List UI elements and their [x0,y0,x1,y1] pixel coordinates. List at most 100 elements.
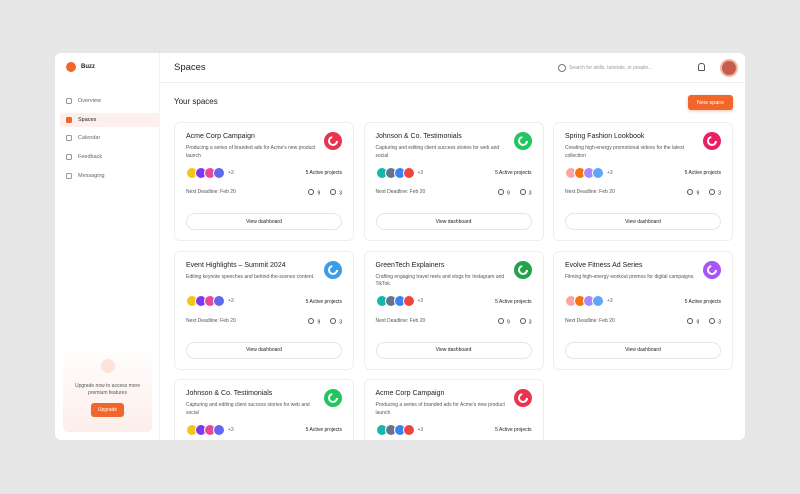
view-dashboard-button[interactable]: View dashboard [186,341,342,359]
avatar-extra: +3 [417,298,424,304]
card-title: Johnson & Co. Testimonials [186,390,273,397]
upgrade-box: Upgrade now to access more premium featu… [63,345,152,432]
logo [66,62,76,72]
new-space-button[interactable]: New space [688,95,733,110]
icon-bg [703,260,721,279]
sidebar: Buzz Overview Spaces Calendar Feedback Messa… [55,53,160,440]
brand: Buzz [66,62,95,72]
card-title: Johnson & Co. Testimonials [375,133,462,140]
card-title: Spring Fashion Lookbook [565,133,645,140]
nav-icon [66,154,72,161]
view-dashboard-button[interactable]: View dashboard [375,341,532,359]
icon-bg [324,389,342,407]
nav-label: Overview [78,98,101,104]
links-count: 3 [709,189,721,197]
nav-item[interactable]: Spaces [60,112,160,127]
notifications[interactable] [698,63,705,71]
card-icon [513,132,532,150]
space-card: Johnson & Co. Testimonials Capturing and … [363,122,544,241]
active-projects: 5 Active projects [305,427,342,433]
view-dashboard-button[interactable]: View dashboard [565,213,721,230]
space-card: Johnson & Co. Testimonials Capturing and … [174,379,354,440]
nav-item[interactable]: Overview [60,94,160,108]
brand-name: Buzz [81,64,95,70]
header: Spaces Search for skills, tutorials, or … [160,53,745,83]
active-projects: 5 Active projects [305,170,342,176]
comments-count: 9 [498,189,510,197]
search-box[interactable]: Search for skills, tutorials, or people.… [555,60,685,76]
nav-label: Messaging [78,172,105,179]
avatar-extra: +3 [607,298,613,304]
icon-glyph [328,264,338,275]
upgrade-button[interactable]: Upgrade [90,403,125,417]
avatar-extra: +3 [607,169,613,176]
icon-glyph [328,393,338,403]
links-count: 3 [330,318,342,325]
icon-glyph [517,393,528,403]
nav-item[interactable]: Feedback [60,150,160,164]
avatar-extra: +3 [228,298,234,304]
card-description: Filming high-energy workout promos for d… [565,273,695,280]
avatar-extra: +3 [228,169,234,176]
avatars: +3 [186,166,234,179]
avatars: +3 [375,423,423,436]
card-icon [703,132,721,150]
avatar [592,295,604,307]
comments-count: 9 [498,318,510,325]
nav-item[interactable]: Messaging [60,169,160,183]
avatars: +3 [375,166,424,179]
icon-bg [324,132,342,150]
space-card: Evolve Fitness Ad Series Filming high-ene… [553,250,733,370]
active-projects: 5 Active projects [495,298,532,305]
user-avatar[interactable] [720,59,738,77]
nav-label: Calendar [78,135,101,142]
icon-glyph [517,264,528,275]
page-title: Spaces [174,62,206,73]
active-projects: 5 Active projects [495,170,532,176]
card-description: Capturing and editing client success sto… [375,145,500,159]
card-description: Crafting engaging travel reels and vlogs… [375,273,505,288]
avatar [213,166,225,179]
icon-bg [513,260,532,279]
links-count: 3 [520,189,532,197]
card-icon [324,389,342,407]
view-dashboard-button[interactable]: View dashboard [186,213,342,230]
section-title: Your spaces [174,97,218,106]
space-card: Acme Corp Campaign Producing a series of … [174,122,354,241]
space-card: Event Highlights – Summit 2024 Editing ke… [174,250,354,370]
upgrade-text: Upgrade now to access more premium featu… [74,383,141,396]
avatar [213,423,225,436]
avatars: +3 [186,423,234,436]
main: Your spaces New space Acme Corp Campaign… [160,83,745,440]
card-title: Acme Corp Campaign [186,133,255,140]
avatar [402,166,415,179]
avatars: +3 [565,166,613,179]
nav-item[interactable]: Calendar [60,131,160,145]
nav-icon [66,172,72,179]
card-description: Producing a series of branded ads for Ac… [375,402,505,416]
avatar [213,295,225,307]
comments-count: 9 [308,189,320,197]
icon-bg [513,389,532,407]
icon-glyph [707,264,717,275]
active-projects: 5 Active projects [305,298,342,305]
links-count: 3 [330,189,342,197]
nav-label: Spaces [78,116,97,123]
avatar-extra: +3 [417,169,424,176]
avatar [402,423,415,436]
avatars: +3 [375,295,424,308]
icon-bg [703,132,721,150]
space-card: GreenTech Explainers Crafting engaging tr… [363,250,544,370]
icon-glyph [328,136,338,146]
comments-count: 9 [687,318,699,325]
comments-count: 9 [308,318,320,325]
view-dashboard-button[interactable]: View dashboard [375,213,532,230]
app-window: Buzz Overview Spaces Calendar Feedback Messa… [55,53,745,440]
view-dashboard-button[interactable]: View dashboard [565,341,721,359]
card-icon [513,389,532,407]
avatar [402,295,415,307]
